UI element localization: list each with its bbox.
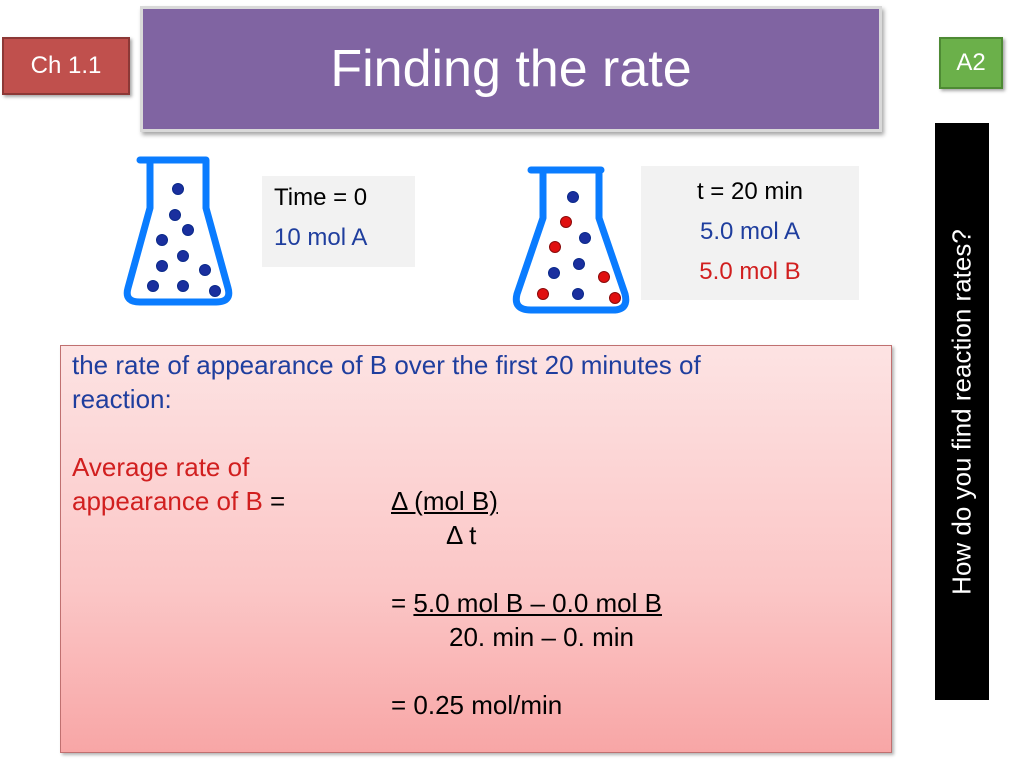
particle-b	[598, 271, 610, 283]
side-question-text: How do you find reaction rates?	[946, 228, 977, 595]
particle-b	[549, 241, 561, 253]
flask-a-icon	[123, 156, 233, 306]
explanation-line-2: reaction:	[72, 384, 172, 414]
particle-a	[548, 267, 560, 279]
particle-b	[560, 216, 572, 228]
particle-a	[156, 234, 168, 246]
explanation-box: the rate of appearance of B over the fir…	[60, 345, 892, 753]
calculation-result: = 0.25 mol/min	[391, 690, 563, 720]
average-rate-equals: =	[270, 486, 286, 516]
flask-a-info: Time = 0 10 mol A	[262, 176, 415, 267]
particle-a	[147, 280, 159, 292]
flask-b-icon	[512, 166, 630, 314]
chapter-badge-label: Ch 1.1	[30, 52, 102, 79]
particle-a	[156, 260, 168, 272]
calculation-row: = 5.0 mol B – 0.0 mol B	[391, 586, 662, 620]
side-question-bar: How do you find reaction rates?	[935, 123, 989, 700]
flask-a-time: Time = 0	[274, 184, 368, 211]
level-badge-label: A2	[956, 49, 986, 76]
explanation-line-1: the rate of appearance of B over the fir…	[72, 350, 701, 380]
particle-a	[172, 183, 184, 195]
particle-a	[182, 224, 194, 236]
flask-b-info: t = 20 min 5.0 mol A 5.0 mol B	[641, 166, 859, 300]
particle-a	[209, 285, 221, 297]
calculation-denominator: 20. min – 0. min	[449, 622, 634, 652]
page-title: Finding the rate	[330, 40, 692, 98]
flask-a-amount-a: 10 mol A	[274, 224, 368, 251]
particle-b	[537, 288, 549, 300]
average-rate-label-2: appearance of B	[72, 486, 263, 516]
formula-denominator: Δ t	[446, 520, 477, 550]
calculation-numerator: 5.0 mol B – 0.0 mol B	[413, 588, 662, 618]
particle-a	[567, 191, 579, 203]
particle-a	[199, 264, 211, 276]
particle-a	[169, 209, 181, 221]
formula-numerator: Δ (mol B)	[391, 486, 498, 516]
particle-a	[177, 250, 189, 262]
flask-b-time: t = 20 min	[696, 178, 804, 205]
calculation-equals: =	[391, 588, 407, 618]
particle-a	[572, 288, 584, 300]
particle-a	[579, 232, 591, 244]
flask-b-amount-b: 5.0 mol B	[699, 258, 801, 285]
flask-a-glass	[123, 156, 233, 306]
chapter-badge: Ch 1.1	[2, 37, 130, 95]
flask-b-amount-a: 5.0 mol A	[699, 218, 801, 245]
flask-b-glass	[512, 166, 630, 314]
particle-a	[573, 258, 585, 270]
title-banner: Finding the rate	[140, 6, 882, 132]
average-rate-label-2-row: appearance of B =	[72, 484, 285, 518]
average-rate-label-1: Average rate of	[72, 452, 250, 482]
level-badge: A2	[939, 37, 1003, 89]
particle-b	[609, 292, 621, 304]
particle-a	[177, 280, 189, 292]
